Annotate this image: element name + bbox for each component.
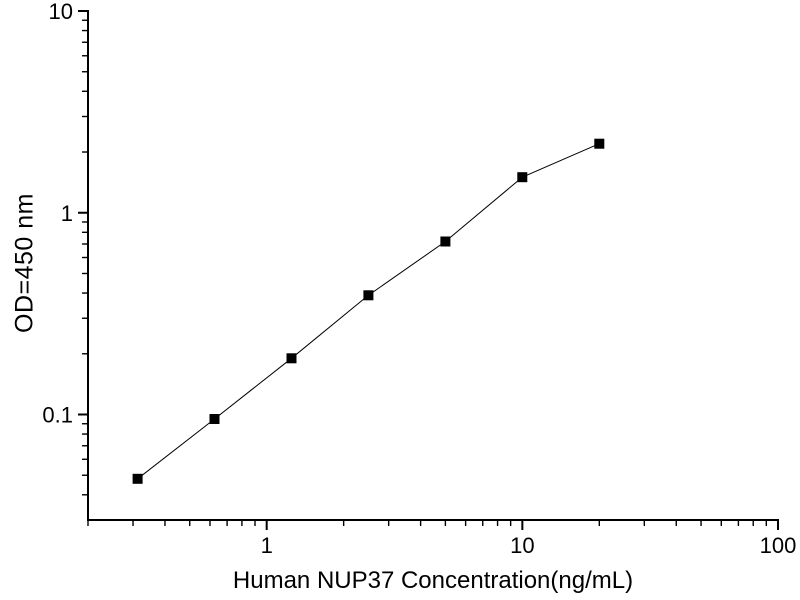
data-point-marker xyxy=(286,353,297,364)
y-tick-label: 10 xyxy=(49,0,73,24)
curve-line xyxy=(137,143,600,480)
y-axis-label: OD=450 nm xyxy=(10,193,39,333)
x-tick-label: 1 xyxy=(261,533,273,558)
y-tick-label: 0.1 xyxy=(42,403,73,428)
data-point-marker xyxy=(440,236,451,247)
x-tick-label: 100 xyxy=(760,533,797,558)
x-tick-label: 10 xyxy=(510,533,534,558)
data-point-marker xyxy=(517,172,528,183)
data-point-marker xyxy=(132,473,143,484)
data-point-marker xyxy=(209,414,220,424)
data-point-marker xyxy=(363,290,374,301)
data-point-marker xyxy=(594,138,605,149)
y-tick-label: 1 xyxy=(61,201,73,226)
x-axis-label: Human NUP37 Concentration(ng/mL) xyxy=(232,567,634,594)
